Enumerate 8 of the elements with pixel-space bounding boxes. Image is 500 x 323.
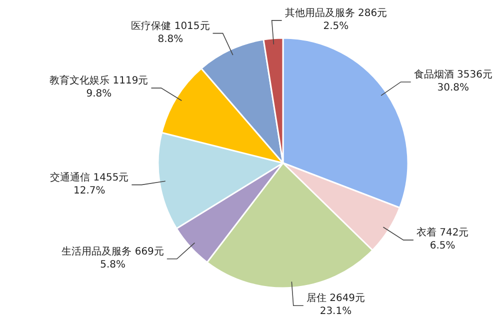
slice-label: 居住 2649元 23.1% bbox=[306, 293, 366, 318]
slice-label: 生活用品及服务 669元 5.8% bbox=[62, 245, 164, 270]
slice-label: 其他用品及服务 286元 2.5% bbox=[284, 7, 388, 32]
slice-label: 食品烟酒 3536元 30.8% bbox=[414, 68, 492, 94]
slice-label: 教育文化娱乐 1119元 9.8% bbox=[50, 74, 148, 100]
slice-label: 衣着 742元 6.5% bbox=[416, 226, 469, 252]
slice-label: 医疗保健 1015元 8.8% bbox=[131, 20, 210, 45]
slice-label: 交通通信 1455元 12.7% bbox=[50, 171, 129, 196]
